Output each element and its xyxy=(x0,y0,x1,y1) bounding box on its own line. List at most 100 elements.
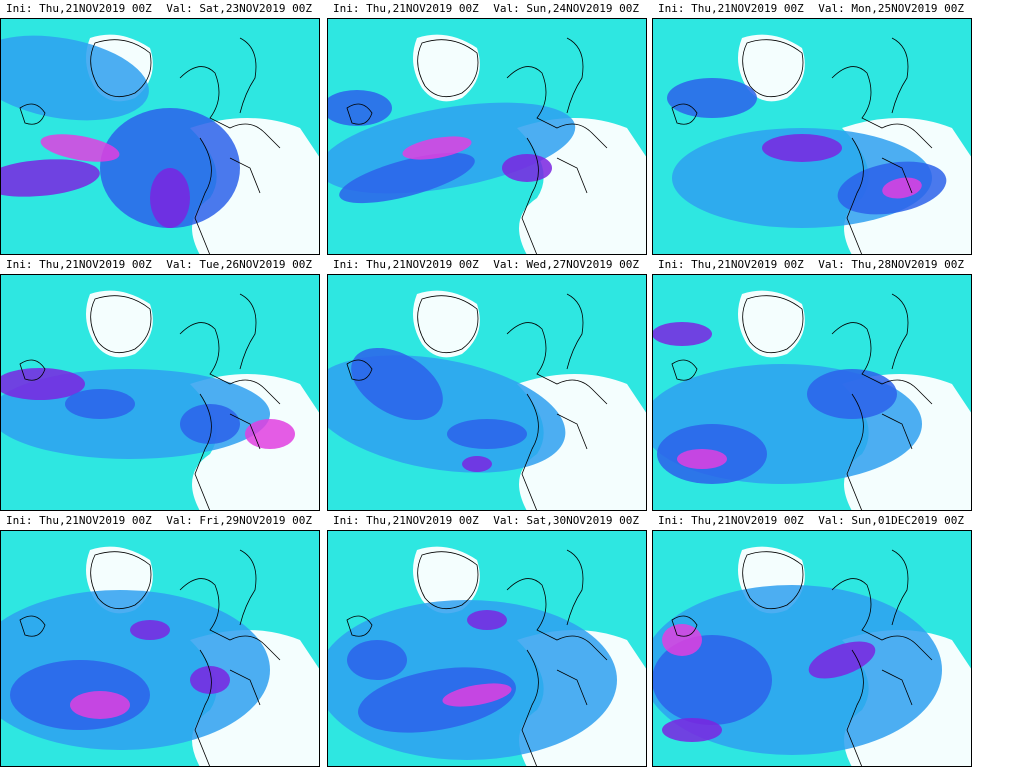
precip-blob xyxy=(347,640,407,680)
map-svg xyxy=(0,530,320,767)
init-time-label: Ini: Thu,21NOV2019 00Z xyxy=(333,514,479,527)
precip-blob xyxy=(467,610,507,630)
valid-time-label: Val: Sun,01DEC2019 00Z xyxy=(818,514,964,527)
valid-time-label: Val: Thu,28NOV2019 00Z xyxy=(818,258,964,271)
init-time-label: Ini: Thu,21NOV2019 00Z xyxy=(658,514,804,527)
coastline xyxy=(671,293,933,511)
dry-area xyxy=(86,34,320,255)
precip-blob xyxy=(652,635,772,725)
coastline xyxy=(671,549,933,767)
valid-time-label: Val: Sat,23NOV2019 00Z xyxy=(166,2,312,15)
init-time-label: Ini: Thu,21NOV2019 00Z xyxy=(658,258,804,271)
precip-blob xyxy=(462,456,492,472)
precip-blob xyxy=(0,35,149,121)
forecast-panel-3: Ini: Thu,21NOV2019 00Z Val: Mon,25NOV201… xyxy=(652,0,972,256)
forecast-panel-7: Ini: Thu,21NOV2019 00Z Val: Fri,29NOV201… xyxy=(0,512,320,768)
map-svg xyxy=(652,274,972,511)
map-frame xyxy=(327,18,647,255)
precip-blob xyxy=(130,620,170,640)
panel-header: Ini: Thu,21NOV2019 00Z Val: Thu,28NOV201… xyxy=(652,256,972,274)
map-svg xyxy=(0,274,320,511)
map-svg xyxy=(327,274,647,511)
dry-area xyxy=(413,34,647,255)
precip-blob xyxy=(808,641,876,679)
valid-time-label: Val: Wed,27NOV2019 00Z xyxy=(493,258,639,271)
precip-blob xyxy=(0,368,85,400)
map-svg xyxy=(652,530,972,767)
precip-map xyxy=(0,18,320,255)
precip-blob xyxy=(402,136,472,160)
precip-blob xyxy=(677,449,727,469)
valid-time-label: Val: Sat,30NOV2019 00Z xyxy=(493,514,639,527)
valid-time-label: Val: Mon,25NOV2019 00Z xyxy=(818,2,964,15)
coastline xyxy=(19,549,281,767)
precip-blob xyxy=(327,90,392,126)
dry-area xyxy=(413,290,647,511)
valid-time-label: Val: Sun,24NOV2019 00Z xyxy=(493,2,639,15)
panel-header: Ini: Thu,21NOV2019 00Z Val: Fri,29NOV201… xyxy=(0,512,320,530)
precip-map xyxy=(0,530,320,767)
precip-blob xyxy=(358,667,516,733)
precip-blob xyxy=(762,134,842,162)
precip-blob xyxy=(652,322,712,346)
map-frame xyxy=(652,274,972,511)
map-frame xyxy=(0,530,320,767)
map-svg xyxy=(652,18,972,255)
precip-blob xyxy=(180,404,240,444)
dry-area xyxy=(738,290,972,511)
precip-map xyxy=(327,18,647,255)
precip-map xyxy=(652,18,972,255)
valid-time-label: Val: Tue,26NOV2019 00Z xyxy=(166,258,312,271)
dry-area xyxy=(86,546,320,767)
init-time-label: Ini: Thu,21NOV2019 00Z xyxy=(333,258,479,271)
coastline xyxy=(19,37,281,255)
precip-blob xyxy=(351,347,443,421)
precip-map xyxy=(652,530,972,767)
precip-blob xyxy=(442,683,512,707)
forecast-panel-6: Ini: Thu,21NOV2019 00Z Val: Thu,28NOV201… xyxy=(652,256,972,512)
precip-blob xyxy=(245,419,295,449)
forecast-panel-2: Ini: Thu,21NOV2019 00Z Val: Sun,24NOV201… xyxy=(327,0,647,256)
panel-header: Ini: Thu,21NOV2019 00Z Val: Sat,30NOV201… xyxy=(327,512,647,530)
precip-blob xyxy=(0,159,100,197)
panel-header: Ini: Thu,21NOV2019 00Z Val: Tue,26NOV201… xyxy=(0,256,320,274)
map-svg xyxy=(327,530,647,767)
panel-header: Ini: Thu,21NOV2019 00Z Val: Mon,25NOV201… xyxy=(652,0,972,18)
init-time-label: Ini: Thu,21NOV2019 00Z xyxy=(333,2,479,15)
precip-blob xyxy=(339,152,475,204)
panel-header: Ini: Thu,21NOV2019 00Z Val: Sat,23NOV201… xyxy=(0,0,320,18)
coastline xyxy=(671,37,933,255)
coastline xyxy=(346,293,608,511)
map-svg xyxy=(327,18,647,255)
precip-blob xyxy=(667,78,757,118)
forecast-panel-9: Ini: Thu,21NOV2019 00Z Val: Sun,01DEC201… xyxy=(652,512,972,768)
coastline xyxy=(19,293,281,511)
map-svg xyxy=(0,18,320,255)
precip-blob xyxy=(65,389,135,419)
panel-header: Ini: Thu,21NOV2019 00Z Val: Sun,01DEC201… xyxy=(652,512,972,530)
precip-map xyxy=(327,274,647,511)
map-frame xyxy=(0,18,320,255)
init-time-label: Ini: Thu,21NOV2019 00Z xyxy=(6,514,152,527)
precip-map xyxy=(652,274,972,511)
precip-blob xyxy=(447,419,527,449)
precip-blob xyxy=(502,154,552,182)
init-time-label: Ini: Thu,21NOV2019 00Z xyxy=(658,2,804,15)
init-time-label: Ini: Thu,21NOV2019 00Z xyxy=(6,258,152,271)
map-frame xyxy=(652,530,972,767)
precip-blob xyxy=(662,624,702,656)
forecast-panel-5: Ini: Thu,21NOV2019 00Z Val: Wed,27NOV201… xyxy=(327,256,647,512)
forecast-panel-1: Ini: Thu,21NOV2019 00Z Val: Sat,23NOV201… xyxy=(0,0,320,256)
valid-time-label: Val: Fri,29NOV2019 00Z xyxy=(166,514,312,527)
map-frame xyxy=(327,274,647,511)
precip-map xyxy=(0,274,320,511)
forecast-panel-4: Ini: Thu,21NOV2019 00Z Val: Tue,26NOV201… xyxy=(0,256,320,512)
precip-blob xyxy=(882,177,922,199)
panel-header: Ini: Thu,21NOV2019 00Z Val: Wed,27NOV201… xyxy=(327,256,647,274)
init-time-label: Ini: Thu,21NOV2019 00Z xyxy=(6,2,152,15)
precip-map xyxy=(327,530,647,767)
precip-blob xyxy=(40,134,120,162)
coastline xyxy=(346,549,608,767)
coastline xyxy=(346,37,608,255)
precip-blob xyxy=(190,666,230,694)
